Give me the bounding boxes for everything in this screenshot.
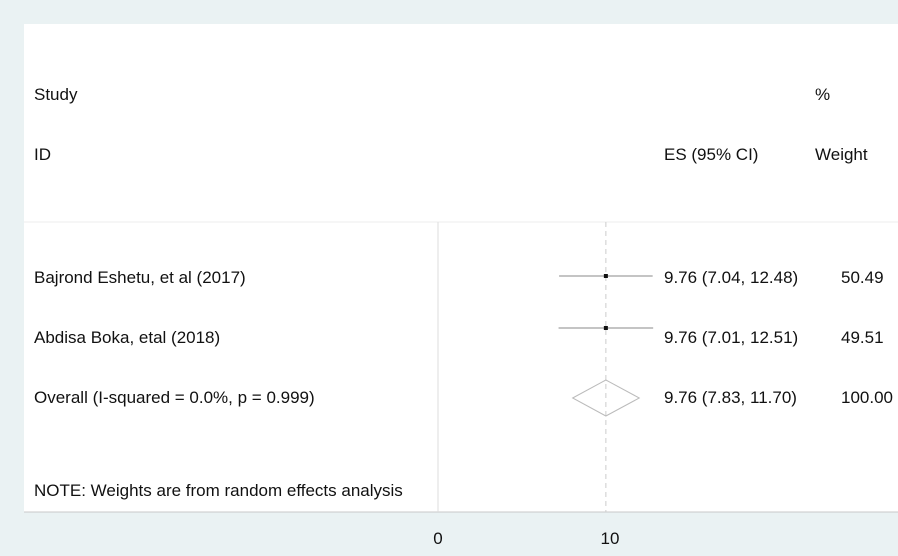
header-weight: Weight bbox=[815, 145, 868, 164]
overall-weight: 100.00 bbox=[841, 388, 893, 407]
x-tick-label-1: 10 bbox=[601, 529, 620, 548]
study-label-1: Bajrond Eshetu, et al (2017) bbox=[34, 268, 246, 287]
es-ci-1: 9.76 (7.04, 12.48) bbox=[664, 268, 798, 287]
overall-es-ci: 9.76 (7.83, 11.70) bbox=[664, 388, 797, 407]
weight-bg-2 bbox=[841, 324, 847, 350]
header-percent: % bbox=[815, 85, 830, 104]
weight-bg-overall bbox=[841, 384, 847, 410]
plot-panel bbox=[24, 24, 898, 512]
header-es-ci: ES (95% CI) bbox=[664, 145, 758, 164]
weight-1: 50.49 bbox=[841, 268, 884, 287]
study-row-1: Bajrond Eshetu, et al (2017) 9.76 (7.04,… bbox=[34, 264, 884, 290]
weight-2: 49.51 bbox=[841, 328, 884, 347]
x-tick-label-0: 0 bbox=[433, 529, 442, 548]
header-id: ID bbox=[34, 145, 51, 164]
note-text: NOTE: Weights are from random effects an… bbox=[34, 481, 403, 500]
x-axis-ticks: 0 10 bbox=[433, 529, 619, 548]
overall-diamond bbox=[571, 379, 641, 417]
overall-label: Overall (I-squared = 0.0%, p = 0.999) bbox=[34, 388, 315, 407]
point-estimate-2 bbox=[603, 326, 608, 330]
study-label-2: Abdisa Boka, etal (2018) bbox=[34, 328, 220, 347]
study-row-2: Abdisa Boka, etal (2018) 9.76 (7.01, 12.… bbox=[34, 324, 884, 350]
point-estimate-1 bbox=[603, 274, 608, 278]
weight-bg-1 bbox=[841, 264, 847, 290]
overall-row: Overall (I-squared = 0.0%, p = 0.999) 9.… bbox=[34, 379, 893, 417]
es-ci-2: 9.76 (7.01, 12.51) bbox=[664, 328, 798, 347]
header-study: Study bbox=[34, 85, 78, 104]
